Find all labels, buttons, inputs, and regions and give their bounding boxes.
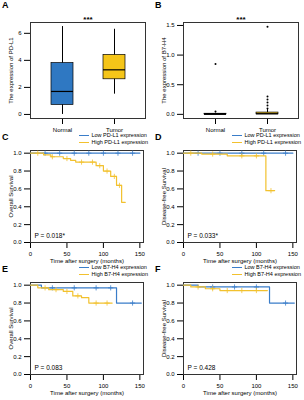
html-text:C: C (2, 132, 9, 142)
svg-text:Time after surgery (months): Time after surgery (months) (203, 258, 277, 264)
svg-text:0.2: 0.2 (13, 222, 22, 228)
svg-text:0.2: 0.2 (13, 354, 22, 360)
svg-text:0.6: 0.6 (13, 318, 22, 324)
svg-text:***: *** (83, 15, 93, 24)
svg-text:0.4: 0.4 (13, 204, 22, 210)
svg-text:Normal: Normal (53, 127, 72, 132)
svg-text:0.2: 0.2 (166, 354, 175, 360)
svg-text:0.4: 0.4 (166, 336, 175, 342)
svg-text:2: 2 (18, 84, 22, 90)
html-text:A: A (2, 0, 9, 10)
svg-text:1.0: 1.0 (166, 52, 175, 58)
svg-text:50: 50 (217, 383, 224, 389)
svg-text:P = 0.033*: P = 0.033* (188, 232, 219, 239)
html-text:Low B7-H4 expression: Low B7-H4 expression (244, 264, 300, 270)
svg-text:Time after surgery (months): Time after surgery (months) (203, 390, 277, 396)
svg-text:0.8: 0.8 (166, 168, 175, 174)
html-text:High B7-H4 expression: High B7-H4 expression (244, 271, 301, 277)
svg-text:Normal: Normal (206, 127, 225, 132)
svg-text:0: 0 (182, 251, 186, 257)
svg-text:Disease-free Survival: Disease-free Survival (161, 300, 167, 357)
svg-text:P = 0.083: P = 0.083 (35, 364, 63, 371)
svg-text:0.8: 0.8 (13, 168, 22, 174)
svg-text:***: *** (236, 15, 246, 24)
svg-text:50: 50 (64, 251, 71, 257)
html-text:B: B (155, 0, 162, 10)
svg-text:150: 150 (135, 251, 146, 257)
svg-text:0.8: 0.8 (166, 300, 175, 306)
svg-text:The expression of B7-H4: The expression of B7-H4 (161, 37, 167, 104)
svg-text:6: 6 (18, 30, 22, 36)
html-text:High PD-L1 expression: High PD-L1 expression (91, 139, 148, 145)
svg-text:Time after surgery (months): Time after surgery (months) (50, 390, 124, 396)
svg-text:0.4: 0.4 (166, 204, 175, 210)
svg-text:0.2: 0.2 (166, 222, 175, 228)
html-text:F: F (155, 264, 161, 274)
svg-text:Time after surgery (months): Time after surgery (months) (50, 258, 124, 264)
svg-text:0.0: 0.0 (166, 111, 175, 117)
svg-text:0.6: 0.6 (166, 318, 175, 324)
svg-text:1.0: 1.0 (166, 150, 175, 156)
svg-text:0.8: 0.8 (13, 300, 22, 306)
svg-text:150: 150 (288, 383, 299, 389)
svg-text:0.4: 0.4 (13, 336, 22, 342)
svg-text:Tumor: Tumor (106, 127, 123, 132)
svg-text:1.0: 1.0 (13, 282, 22, 288)
svg-text:50: 50 (217, 251, 224, 257)
svg-text:0: 0 (18, 111, 22, 117)
svg-text:150: 150 (288, 251, 299, 257)
svg-text:0.6: 0.6 (13, 186, 22, 192)
svg-text:0.0: 0.0 (13, 239, 22, 245)
svg-text:4: 4 (18, 57, 22, 63)
svg-text:100: 100 (251, 383, 262, 389)
html-text:E: E (2, 264, 8, 274)
html-text:High PD-L1 expression: High PD-L1 expression (244, 139, 301, 145)
svg-text:The expression of PD-L1: The expression of PD-L1 (8, 37, 14, 104)
svg-text:100: 100 (98, 251, 109, 257)
svg-text:Tumor: Tumor (259, 127, 276, 132)
svg-text:0.5: 0.5 (166, 82, 175, 88)
svg-text:Disease-free Survival: Disease-free Survival (161, 168, 167, 225)
svg-text:P = 0.428: P = 0.428 (188, 364, 216, 371)
svg-text:1.0: 1.0 (13, 150, 22, 156)
svg-text:0.0: 0.0 (166, 239, 175, 245)
html-text:Low PD-L1 expression: Low PD-L1 expression (244, 132, 300, 138)
html-text:Low B7-H4 expression: Low B7-H4 expression (91, 264, 147, 270)
svg-text:100: 100 (98, 383, 109, 389)
svg-text:1.0: 1.0 (166, 282, 175, 288)
svg-text:0.6: 0.6 (166, 186, 175, 192)
svg-text:P = 0.018*: P = 0.018* (35, 232, 66, 239)
svg-text:0.0: 0.0 (13, 371, 22, 377)
svg-text:Overall Survival: Overall Survival (8, 307, 14, 349)
svg-text:1.5: 1.5 (166, 22, 175, 28)
svg-text:0: 0 (182, 383, 186, 389)
html-text:High B7-H4 expression: High B7-H4 expression (91, 271, 148, 277)
svg-text:50: 50 (64, 383, 71, 389)
svg-text:100: 100 (251, 251, 262, 257)
html-text:D: D (155, 132, 162, 142)
html-text:Low PD-L1 expression: Low PD-L1 expression (91, 132, 147, 138)
svg-text:Overall Survival: Overall Survival (8, 175, 14, 217)
svg-text:150: 150 (135, 383, 146, 389)
svg-text:0: 0 (29, 383, 33, 389)
svg-text:0: 0 (29, 251, 33, 257)
svg-text:0.0: 0.0 (166, 371, 175, 377)
